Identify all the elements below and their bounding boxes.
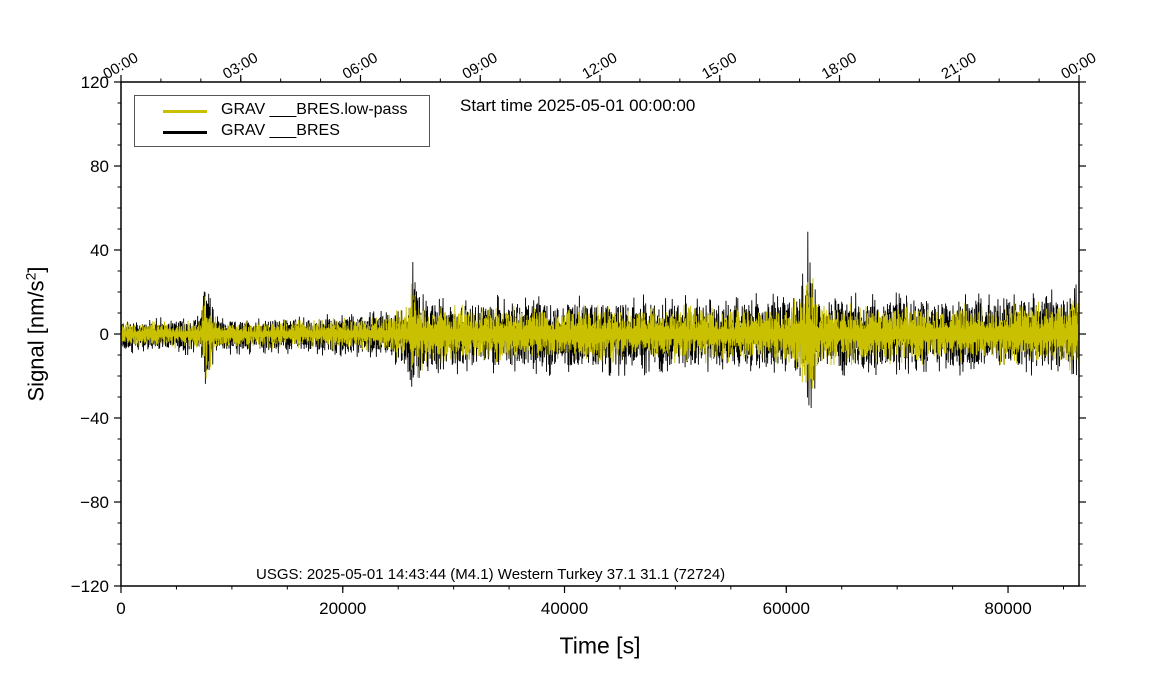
legend-label-raw: GRAV ___BRES [221,122,340,139]
series-layer [120,231,1080,408]
y-tick-label: 40 [90,241,109,260]
y-tick-label: 80 [90,157,109,176]
event-annotation: USGS: 2025-05-01 14:43:44 (M4.1) Western… [256,566,726,583]
x-axis-label: Time [s] [559,632,641,659]
y-tick-label: −120 [71,577,109,596]
legend-label-lowpass: GRAV ___BRES.low-pass [221,101,408,118]
x-tick-label: 40000 [541,599,588,618]
y-axis-label-text: Signal [nm/s [23,280,49,402]
legend-swatch-lowpass [163,110,207,113]
legend-entry-lowpass: GRAV ___BRES.low-pass [135,101,429,121]
y-tick-label: 0 [100,325,109,344]
x-tick-label: 0 [116,599,125,618]
legend-swatch-raw [163,131,207,134]
y-tick-label: −40 [80,409,109,428]
x-tick-label: 80000 [984,599,1031,618]
y-axis-label: Signal [nm/s2] [22,267,49,402]
legend-entry-raw: GRAV ___BRES [135,122,429,142]
series-line-lowpass [120,278,1080,389]
x-tick-label: 60000 [763,599,810,618]
start-time-annotation: Start time 2025-05-01 00:00:00 [460,96,696,115]
series-line-raw [120,231,1080,408]
y-tick-label: −80 [80,493,109,512]
x-tick-label: 20000 [319,599,366,618]
legend: GRAV ___BRES.low-pass GRAV ___BRES [134,95,430,147]
y-axis-label-close: ] [23,266,49,273]
y-tick-label: 120 [81,73,109,92]
y-axis-label-exponent: 2 [22,272,39,281]
